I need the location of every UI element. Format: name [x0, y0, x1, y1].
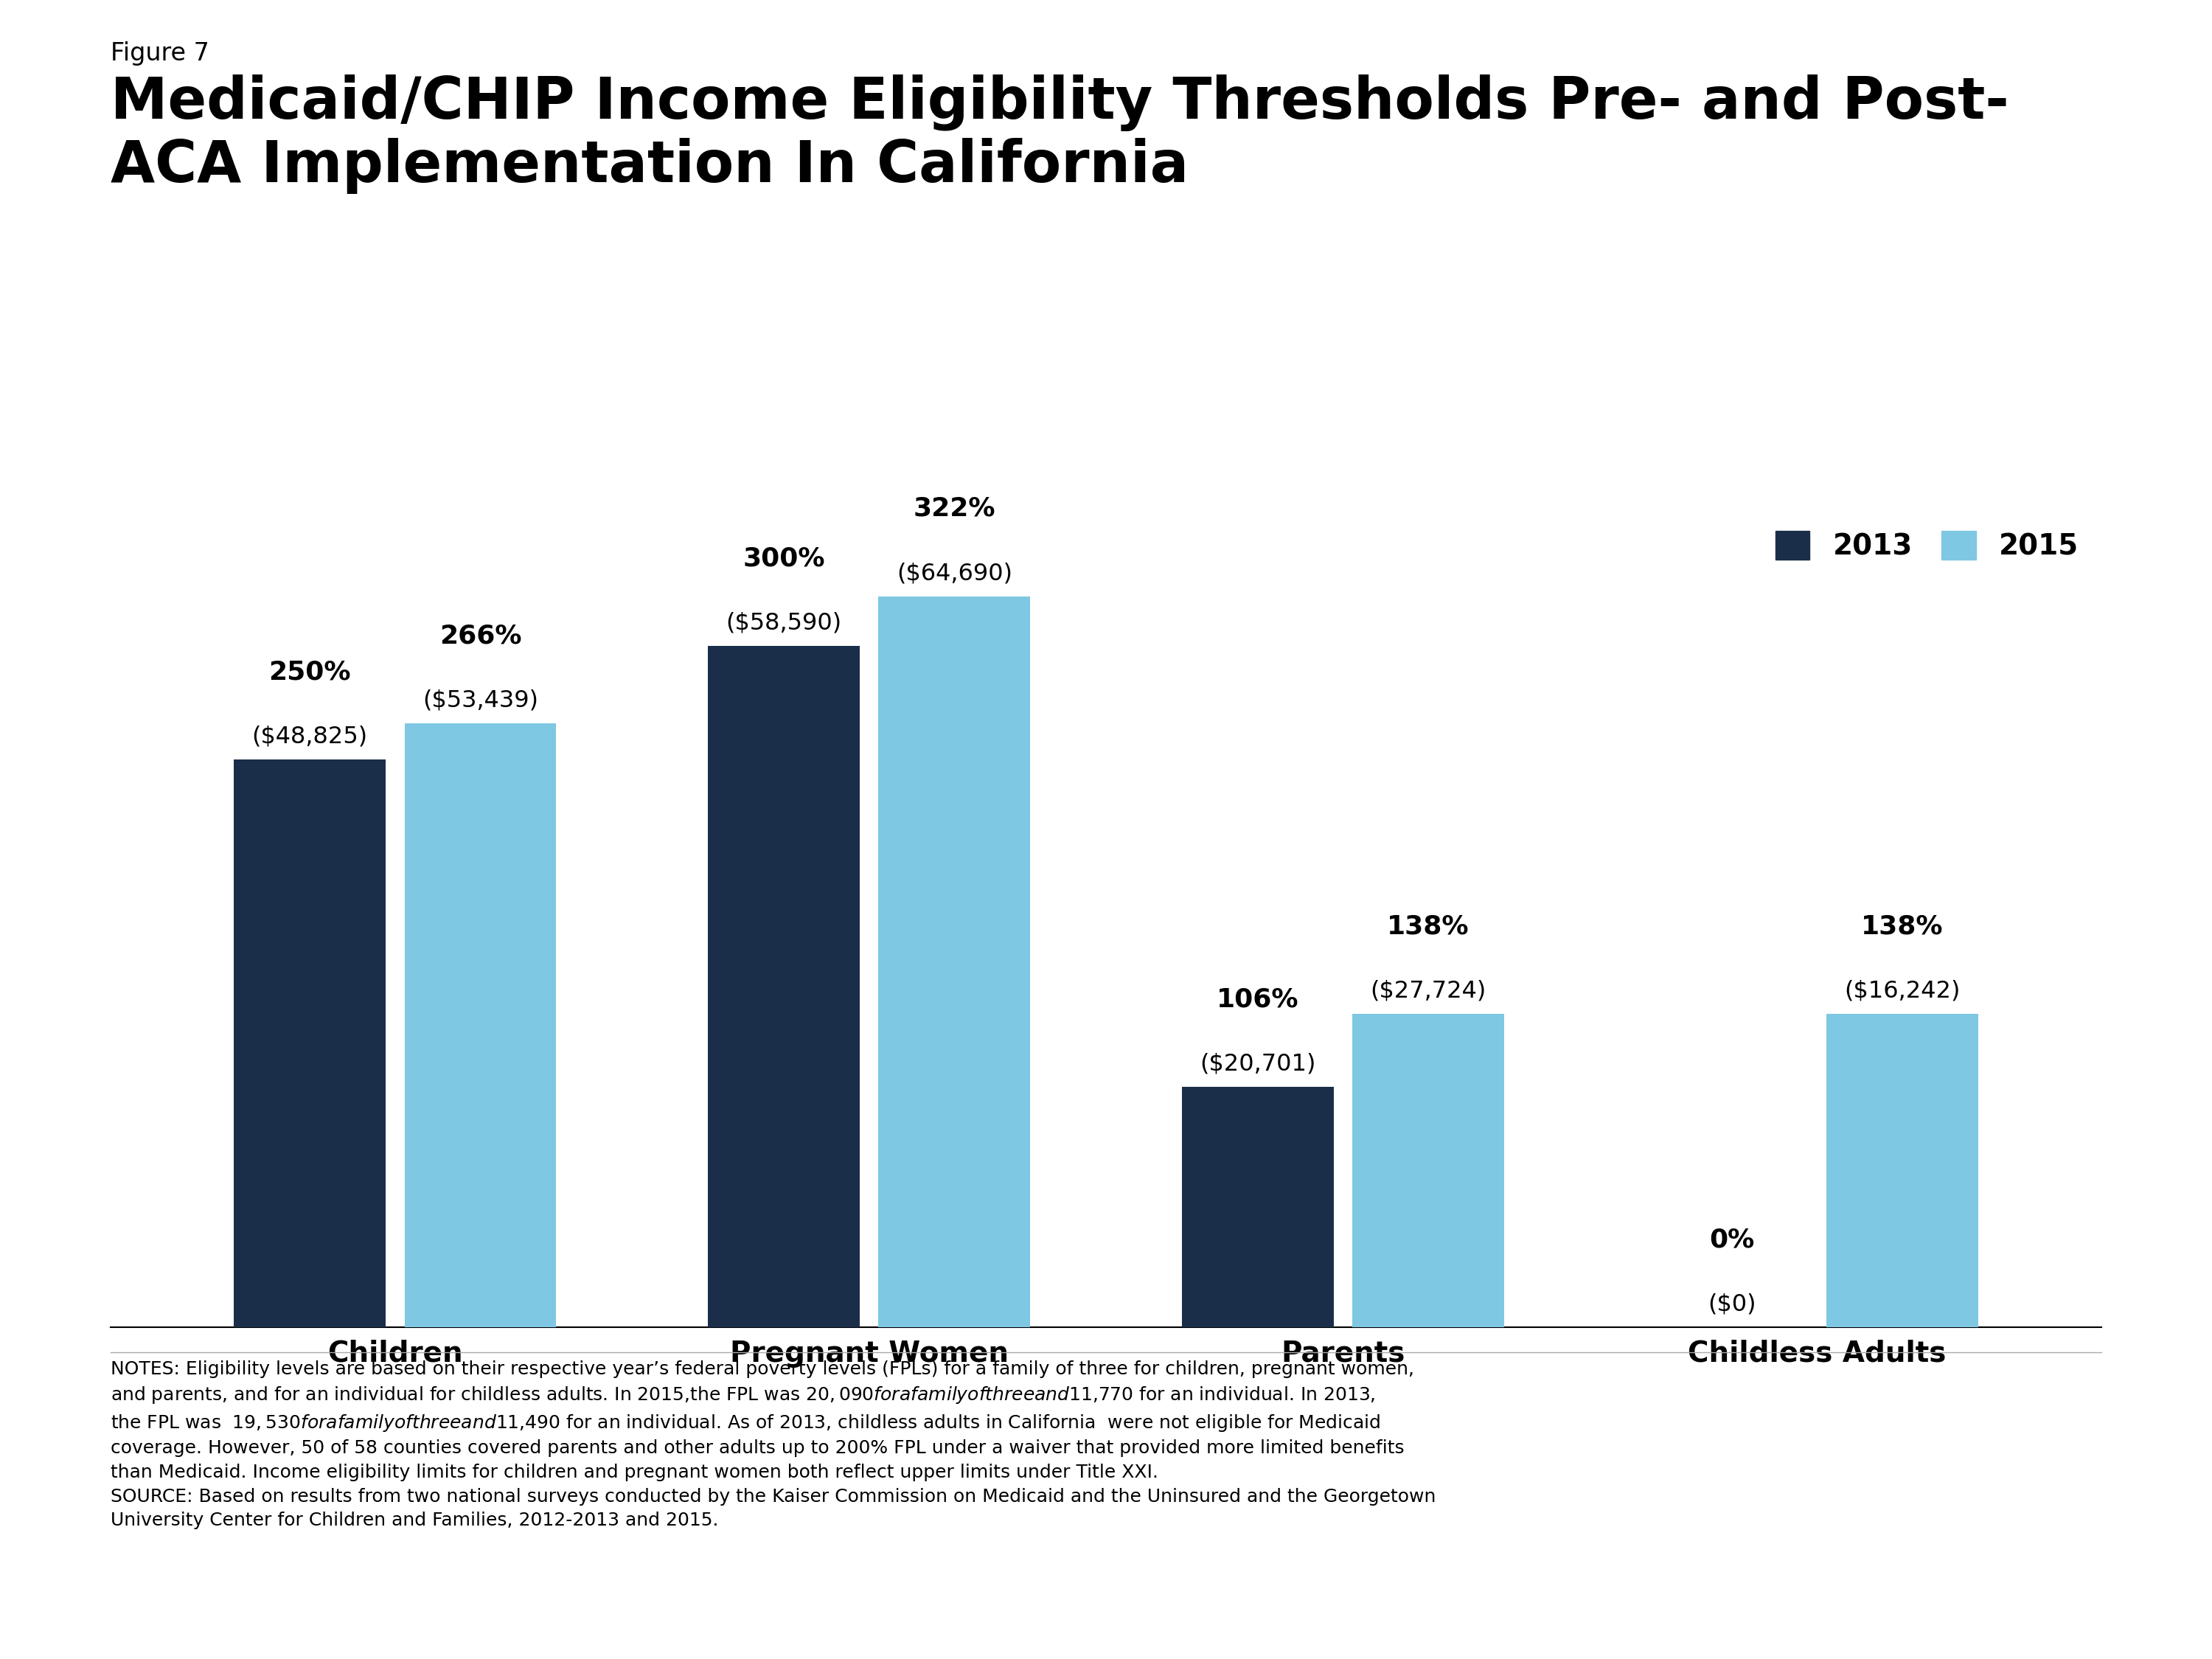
Text: ($16,242): ($16,242) — [1845, 980, 1960, 1002]
Text: ($20,701): ($20,701) — [1199, 1052, 1316, 1075]
Bar — [1827, 1014, 1978, 1327]
Text: KAISER: KAISER — [1973, 1457, 2099, 1485]
Text: ($64,690): ($64,690) — [896, 562, 1013, 586]
Bar — [708, 645, 860, 1327]
Text: NOTES: Eligibility levels are based on their respective year’s federal poverty l: NOTES: Eligibility levels are based on t… — [111, 1360, 1436, 1530]
Text: 322%: 322% — [914, 496, 995, 521]
Text: ($58,590): ($58,590) — [726, 612, 841, 635]
Text: FOUNDATION: FOUNDATION — [1989, 1591, 2084, 1604]
Text: 300%: 300% — [743, 546, 825, 571]
Text: ($0): ($0) — [1708, 1292, 1756, 1316]
Bar — [1352, 1014, 1504, 1327]
Text: 266%: 266% — [440, 624, 522, 649]
Text: FAMILY: FAMILY — [1973, 1520, 2099, 1546]
Bar — [405, 723, 555, 1327]
Bar — [1181, 1087, 1334, 1327]
Text: ($27,724): ($27,724) — [1371, 980, 1486, 1002]
Text: Medicaid/CHIP Income Eligibility Thresholds Pre- and Post-
ACA Implementation In: Medicaid/CHIP Income Eligibility Thresho… — [111, 75, 2008, 194]
Text: THE HENRY J.: THE HENRY J. — [1995, 1410, 2077, 1423]
Text: 250%: 250% — [268, 660, 352, 685]
Text: ($53,439): ($53,439) — [422, 688, 538, 712]
Legend: 2013, 2015: 2013, 2015 — [1767, 523, 2088, 569]
Text: 106%: 106% — [1217, 987, 1298, 1012]
Bar — [234, 760, 385, 1327]
Text: 138%: 138% — [1860, 914, 1944, 939]
Bar — [878, 596, 1031, 1327]
Text: 0%: 0% — [1710, 1228, 1754, 1253]
Text: ($48,825): ($48,825) — [252, 725, 367, 748]
Text: 138%: 138% — [1387, 914, 1469, 939]
Text: Figure 7: Figure 7 — [111, 41, 210, 66]
